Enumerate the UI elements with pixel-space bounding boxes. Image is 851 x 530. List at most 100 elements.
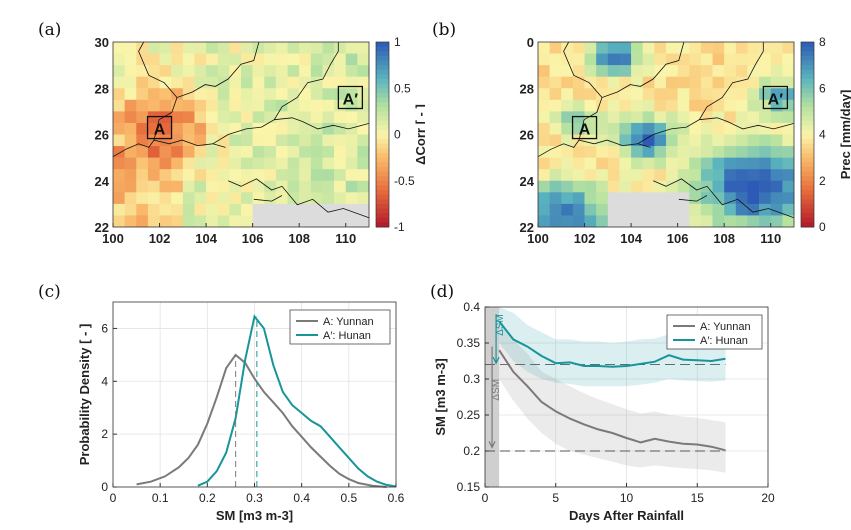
x-tick-label: 108 xyxy=(288,231,310,246)
heat-cell xyxy=(689,53,702,66)
heat-cell xyxy=(357,122,370,135)
heat-cell xyxy=(759,157,772,170)
heat-cell xyxy=(642,76,655,89)
colorbar-segment xyxy=(376,97,389,103)
heat-cell xyxy=(229,53,242,66)
heat-cell xyxy=(229,169,242,182)
heat-cell xyxy=(631,65,644,77)
heat-cell xyxy=(217,157,230,170)
heat-cell xyxy=(252,111,265,124)
heat-cell xyxy=(147,111,160,124)
heat-cell xyxy=(124,99,137,112)
colorbar-segment xyxy=(801,74,814,80)
x-tick-label: 100 xyxy=(527,231,549,246)
colorbar-segment xyxy=(801,139,814,145)
heat-cell xyxy=(700,146,713,158)
heat-cell xyxy=(619,99,632,112)
heat-cell xyxy=(241,134,253,147)
heat-cell xyxy=(712,76,725,89)
masked-cell xyxy=(642,215,655,228)
heat-cell xyxy=(217,53,230,66)
masked-cell xyxy=(619,203,632,216)
masked-cell xyxy=(299,203,312,216)
density-chart-c: 0 0.1 0.2 0.3 0.4 0.5 0.6 0 2 4 6 SM [m3 m-3] Probab… xyxy=(77,301,405,523)
heat-cell xyxy=(538,157,550,170)
heat-cell xyxy=(677,134,690,147)
heat-cell xyxy=(264,53,277,66)
heat-cell xyxy=(136,169,149,182)
heat-cell xyxy=(724,76,737,89)
heat-cell xyxy=(287,134,300,147)
heat-cell xyxy=(217,99,230,112)
heat-cell xyxy=(561,134,574,147)
heat-cell xyxy=(666,42,678,54)
y-tick-label: 0.2 xyxy=(463,444,480,458)
heat-cell xyxy=(357,157,370,170)
boundary-line xyxy=(563,41,603,98)
map-chart-b: 100 102 104 106 108 110 0 28 26 24 22 A A′ 8 6 4 2 0 Prec … xyxy=(520,35,851,246)
heat-cell xyxy=(182,146,195,158)
colorbar-segment xyxy=(376,129,389,135)
heat-cell xyxy=(345,53,358,66)
heat-cell xyxy=(642,53,655,66)
masked-cell xyxy=(334,215,347,228)
y-tick-label: 26 xyxy=(95,128,109,143)
heat-cell xyxy=(538,192,550,205)
heat-cell xyxy=(735,215,748,228)
heat-cell xyxy=(229,42,242,54)
x-axis-label: SM [m3 m-3] xyxy=(216,508,293,523)
masked-cell xyxy=(287,215,300,228)
heat-cell xyxy=(549,122,562,135)
heat-cell xyxy=(194,203,207,216)
heat-cell xyxy=(666,169,678,182)
heat-cell xyxy=(113,88,125,101)
heat-cell xyxy=(631,111,644,124)
heat-cell xyxy=(310,76,323,89)
heat-cell xyxy=(299,157,312,170)
heat-cell xyxy=(747,215,760,228)
heat-cell xyxy=(770,76,783,89)
heat-cell xyxy=(724,169,737,182)
colorbar-segment xyxy=(801,97,814,103)
heat-cell xyxy=(136,146,149,158)
heat-cell xyxy=(310,157,323,170)
colorbar-segment xyxy=(376,208,389,214)
heat-cell xyxy=(159,203,172,216)
heat-cell xyxy=(538,203,550,216)
heat-cell xyxy=(677,169,690,182)
heat-cell xyxy=(136,180,149,193)
heat-cell xyxy=(334,192,347,205)
heat-cell xyxy=(194,42,207,54)
heat-cell xyxy=(584,122,597,135)
heat-cell xyxy=(357,53,370,66)
heat-cell xyxy=(264,146,277,158)
heat-cell xyxy=(206,215,219,228)
heat-cell xyxy=(538,134,550,147)
heat-cell xyxy=(147,88,160,101)
heat-cell xyxy=(299,111,312,124)
colorbar-segment xyxy=(376,203,389,209)
heat-cell xyxy=(171,88,184,101)
heat-cell xyxy=(217,65,230,77)
x-tick-label: 5 xyxy=(552,491,559,505)
heat-cell xyxy=(322,99,335,112)
heat-cell xyxy=(747,203,760,216)
colorbar-segment xyxy=(376,102,389,108)
heat-cell xyxy=(194,134,207,147)
heat-cell xyxy=(759,192,772,205)
heat-cell xyxy=(712,42,725,54)
heat-cell xyxy=(299,146,312,158)
heat-cell xyxy=(182,53,195,66)
heat-cell xyxy=(735,169,748,182)
heat-cell xyxy=(724,88,737,101)
x-tick-label: 0.1 xyxy=(152,491,169,505)
colorbar-segment xyxy=(376,92,389,98)
heat-cell xyxy=(334,146,347,158)
heat-cell xyxy=(334,134,347,147)
colorbar-segment xyxy=(376,217,389,223)
heat-cell xyxy=(607,76,620,89)
heat-cell xyxy=(572,203,585,216)
heat-cell xyxy=(206,53,219,66)
colorbar-tick-label: 8 xyxy=(819,35,826,49)
heat-cell xyxy=(572,169,585,182)
